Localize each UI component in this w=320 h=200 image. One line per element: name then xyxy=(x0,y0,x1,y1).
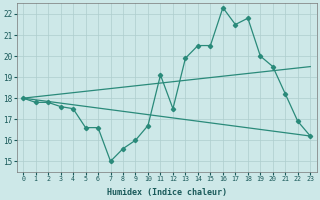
X-axis label: Humidex (Indice chaleur): Humidex (Indice chaleur) xyxy=(107,188,227,197)
